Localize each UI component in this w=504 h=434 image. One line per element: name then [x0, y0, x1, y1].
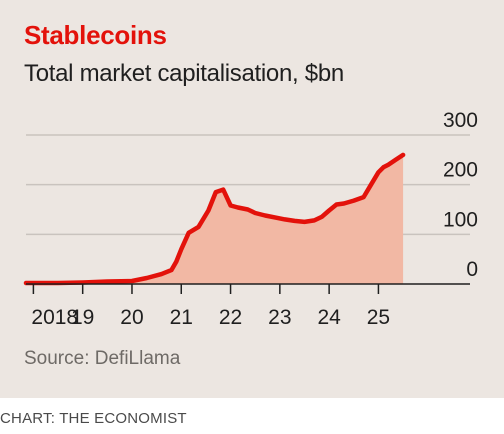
chart-title: Stablecoins	[24, 20, 167, 50]
y-tick-label-300: 300	[443, 109, 478, 132]
x-tick-label-25: 25	[367, 306, 390, 329]
x-tick-label-19: 19	[71, 306, 94, 329]
x-tick-label-21: 21	[170, 306, 193, 329]
y-tick-label-100: 100	[443, 208, 478, 231]
x-tick-label-23: 23	[268, 306, 291, 329]
y-axis-labels: 0 100 200 300	[443, 109, 478, 281]
y-tick-label-0: 0	[466, 258, 478, 281]
series-line	[23, 152, 406, 286]
source-note: Source: DefiLlama	[24, 348, 181, 369]
chart-subtitle: Total market capitalisation, $bn	[24, 60, 344, 87]
chart-credit: CHART: THE ECONOMIST	[0, 410, 187, 427]
x-tick-label-22: 22	[219, 306, 242, 329]
y-tick-label-200: 200	[443, 159, 478, 182]
area-fill	[26, 154, 404, 284]
chart-card: Stablecoins Total market capitalisation,…	[0, 0, 504, 398]
x-tick-label-20: 20	[120, 306, 143, 329]
x-tick-label-24: 24	[317, 306, 341, 329]
x-tick-label-2018: 2018	[31, 306, 78, 329]
